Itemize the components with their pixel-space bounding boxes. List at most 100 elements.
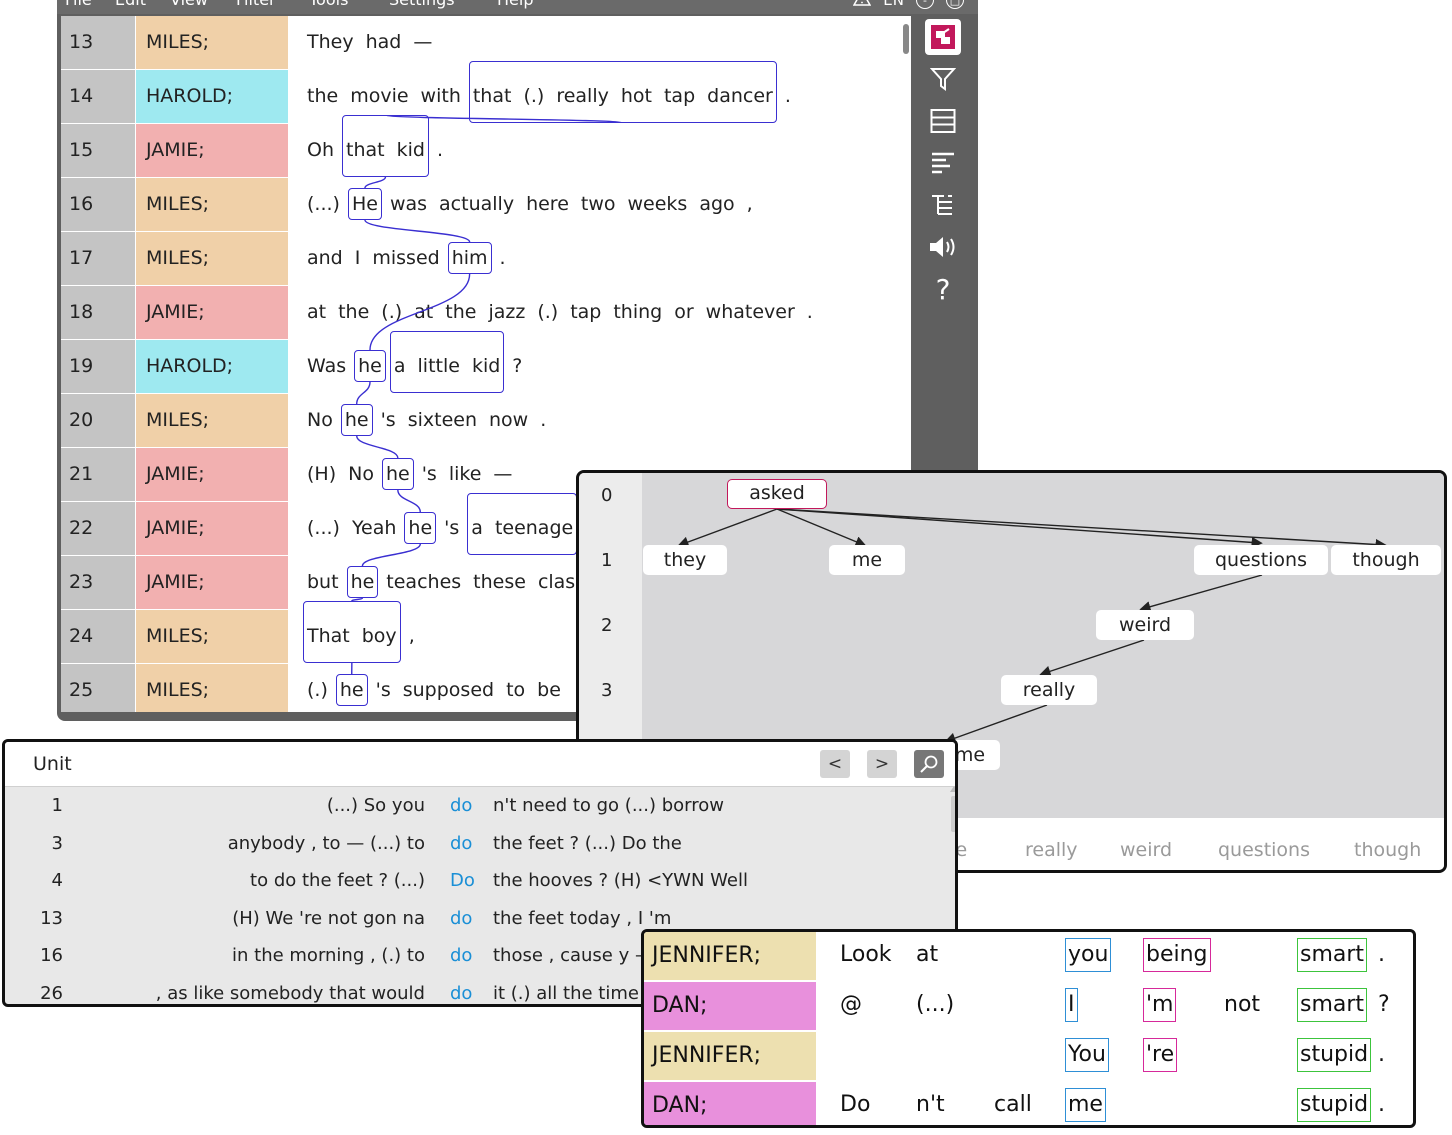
transcript-word[interactable]: teenage [494, 517, 574, 539]
transcript-word[interactable]: hot [620, 85, 652, 107]
minimize-button[interactable]: - [916, 0, 934, 9]
transcript-word[interactable]: 's [421, 463, 437, 485]
tree-node-really[interactable]: really [1001, 675, 1097, 705]
transcript-word[interactable]: . [784, 85, 791, 107]
transcript-row[interactable]: 23 JAMIE; but he teaches these clas [61, 556, 911, 610]
tree-node-weird[interactable]: weird [1096, 610, 1194, 640]
mention-box[interactable] [347, 188, 382, 220]
transcript-word[interactable]: He [351, 193, 378, 215]
transcript-word[interactable]: 's [375, 679, 391, 701]
aligned-word[interactable]: @ [840, 992, 862, 1017]
transcript-word[interactable]: teaches [386, 571, 462, 593]
transcript-word[interactable]: . [436, 139, 443, 161]
menu-filter[interactable]: Filter [236, 0, 276, 9]
previous-button[interactable]: < [820, 750, 850, 778]
transcript-scrollbar[interactable] [903, 24, 909, 54]
transcript-word[interactable]: at [414, 301, 434, 323]
menu-help[interactable]: Help [497, 0, 533, 9]
transcript-word[interactable]: and [307, 247, 343, 269]
aligned-word[interactable]: 'm [1146, 992, 1174, 1017]
mention-box[interactable] [354, 350, 386, 382]
aligned-word[interactable]: . [1378, 1092, 1385, 1117]
transcript-word[interactable]: (.) [537, 301, 559, 323]
mention-box[interactable] [335, 674, 368, 706]
transcript-row[interactable]: 16 MILES; (...) He was actually here two weeks ag… [61, 178, 911, 232]
aligned-word[interactable]: n't [916, 1092, 945, 1117]
transcript-word[interactable]: he [339, 679, 364, 701]
transcript-word[interactable]: (H) [307, 463, 337, 485]
aligned-word[interactable]: I [1068, 992, 1075, 1017]
transcript-word[interactable]: be [537, 679, 561, 701]
tree-node-they[interactable]: they [643, 545, 727, 575]
next-button[interactable]: > [867, 750, 897, 778]
transcript-word[interactable]: that [472, 85, 512, 107]
aligned-word[interactable]: . [1378, 942, 1385, 967]
transcript-word[interactable]: Was [307, 355, 347, 377]
transcript-word[interactable]: weeks [627, 193, 688, 215]
transcript-word[interactable]: him [451, 247, 488, 269]
transcript-row[interactable]: 20 MILES; No he 's sixteen now. [61, 394, 911, 448]
aligned-word[interactable]: being [1146, 942, 1208, 967]
aligned-word[interactable]: . [1378, 1042, 1385, 1067]
mention-box[interactable] [389, 331, 505, 393]
transcript-row[interactable]: 21 JAMIE; (H) No he 's like — [61, 448, 911, 502]
aligned-word[interactable]: 're [1146, 1042, 1175, 1067]
concordance-row[interactable]: 3 anybody , to — (...) to do the feet ? (..… [5, 825, 945, 862]
aligned-word[interactable]: (...) [916, 992, 955, 1017]
mention-box[interactable] [381, 458, 414, 490]
speaker-icon[interactable] [925, 229, 961, 265]
transcript-word[interactable]: was [389, 193, 428, 215]
mention-box[interactable] [303, 601, 401, 663]
keyword-hit[interactable]: do [450, 945, 473, 966]
aligned-word[interactable]: smart [1300, 942, 1365, 967]
aligned-word[interactable]: smart [1300, 992, 1365, 1017]
tree-node-though[interactable]: though [1331, 545, 1441, 575]
transcript-word[interactable]: two [580, 193, 616, 215]
transcript-word[interactable]: (...) [307, 193, 340, 215]
transcript-word[interactable]: that [346, 139, 385, 161]
transcript-word[interactable]: whatever [705, 301, 795, 323]
transcript-word[interactable]: , [746, 193, 753, 215]
tree-node-asked[interactable]: asked [727, 479, 827, 509]
transcript-word[interactable]: but [307, 571, 339, 593]
transcript-word[interactable]: Oh [307, 139, 334, 161]
mention-box[interactable] [404, 512, 437, 544]
transcript-word[interactable]: , [408, 625, 415, 647]
transcript-word[interactable]: tap [570, 301, 602, 323]
concordance-row[interactable]: 4 to do the feet ? (...) Do the hooves ? (H… [5, 862, 945, 899]
menu-tools[interactable]: Tools [309, 0, 348, 9]
concordance-row[interactable]: 16 in the morning , (.) to do those , cause… [5, 937, 945, 974]
transcript-word[interactable]: I [354, 247, 361, 269]
transcript-word[interactable]: here [526, 193, 569, 215]
transcript-word[interactable]: (...) [307, 517, 340, 539]
transcript-word[interactable]: (.) [381, 301, 403, 323]
transcript-word[interactable]: he [350, 571, 375, 593]
transcript-word[interactable]: with [420, 85, 461, 107]
concordance-row[interactable]: 1 (...) So you do n't need to go (...) borr… [5, 787, 945, 824]
aligned-word[interactable]: Look [840, 942, 892, 967]
warning-icon[interactable] [853, 0, 872, 10]
transcript-word[interactable]: he [385, 463, 410, 485]
transcript-word[interactable]: They [307, 31, 354, 53]
menu-file[interactable]: File [65, 0, 92, 9]
transcript-word[interactable]: (.) [523, 85, 545, 107]
transcript-word[interactable]: really [556, 85, 609, 107]
transcript-word[interactable]: ago [699, 193, 735, 215]
transcript-word[interactable]: 's [444, 517, 460, 539]
transcript-word[interactable]: That [307, 625, 350, 647]
transcript-word[interactable]: or [674, 301, 694, 323]
language-selector[interactable]: EN [883, 0, 904, 9]
concordance-row[interactable]: 13 (H) We 're not gon na do the feet today … [5, 900, 945, 937]
search-button[interactable] [914, 750, 944, 778]
transcript-word[interactable]: supposed [402, 679, 495, 701]
concordance-scrollbar[interactable] [950, 786, 955, 1004]
maximize-button[interactable]: □ [946, 0, 964, 9]
aligned-word[interactable]: stupid [1300, 1092, 1369, 1117]
transcript-word[interactable]: movie [350, 85, 409, 107]
keyword-hit[interactable]: do [450, 907, 473, 929]
transcript-word[interactable]: thing [613, 301, 663, 323]
mention-box[interactable] [447, 242, 492, 274]
mention-box[interactable] [467, 493, 578, 555]
transcript-word[interactable]: . [499, 247, 506, 269]
